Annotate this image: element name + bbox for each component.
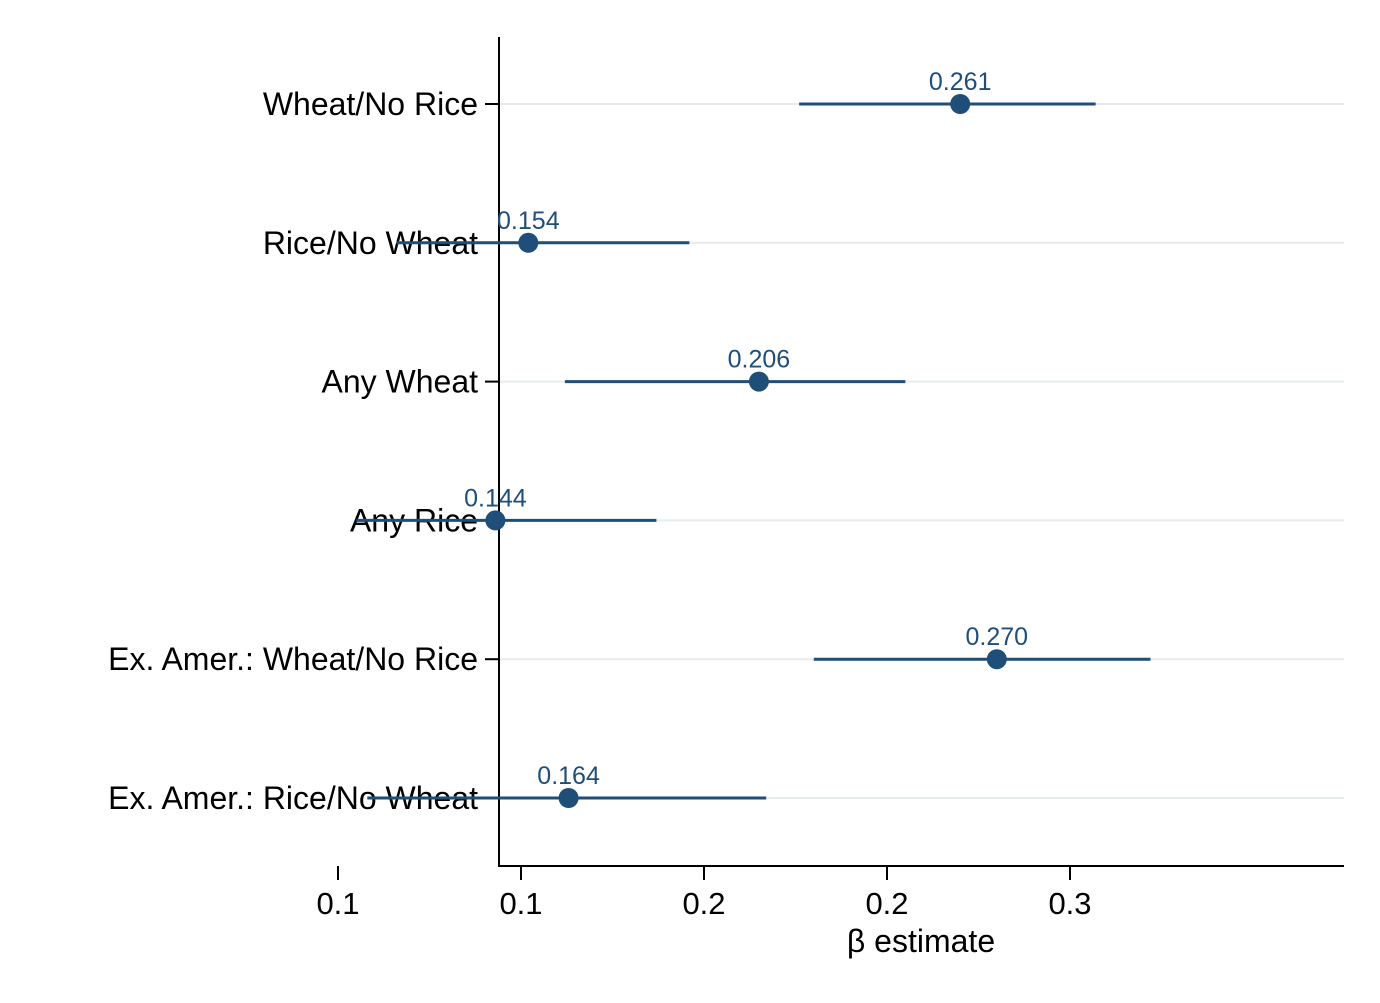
estimates: 0.261 0.154 0.206 0.144 0.270 0.164: [356, 68, 1151, 808]
estimate-point: [748, 371, 769, 392]
x-axis-title: β estimate: [847, 923, 995, 959]
estimate-point: [518, 232, 539, 253]
x-tick-label: 0.2: [682, 886, 725, 921]
estimate-label: 0.154: [497, 207, 560, 235]
x-tick-label: 0.3: [1048, 886, 1091, 921]
estimate-label: 0.261: [929, 68, 992, 96]
estimate-point: [986, 649, 1007, 670]
estimate-label: 0.144: [464, 484, 527, 512]
estimate-label: 0.164: [537, 762, 600, 790]
gridlines: [500, 103, 1344, 799]
x-tick-label: 0.2: [865, 886, 908, 921]
estimate-label: 0.206: [728, 346, 791, 374]
y-tick-label: Any Wheat: [321, 364, 478, 400]
estimate-point: [485, 510, 506, 531]
estimate-point: [558, 788, 579, 808]
x-tick-label: 0.1: [316, 886, 359, 921]
y-tick-label: Wheat/No Rice: [263, 86, 478, 122]
y-tick-label: Ex. Amer.: Wheat/No Rice: [108, 641, 478, 677]
x-tick-label: 0.1: [499, 886, 542, 921]
estimate-point: [950, 94, 971, 114]
axes: [498, 37, 1344, 867]
estimate-label: 0.270: [966, 623, 1029, 651]
